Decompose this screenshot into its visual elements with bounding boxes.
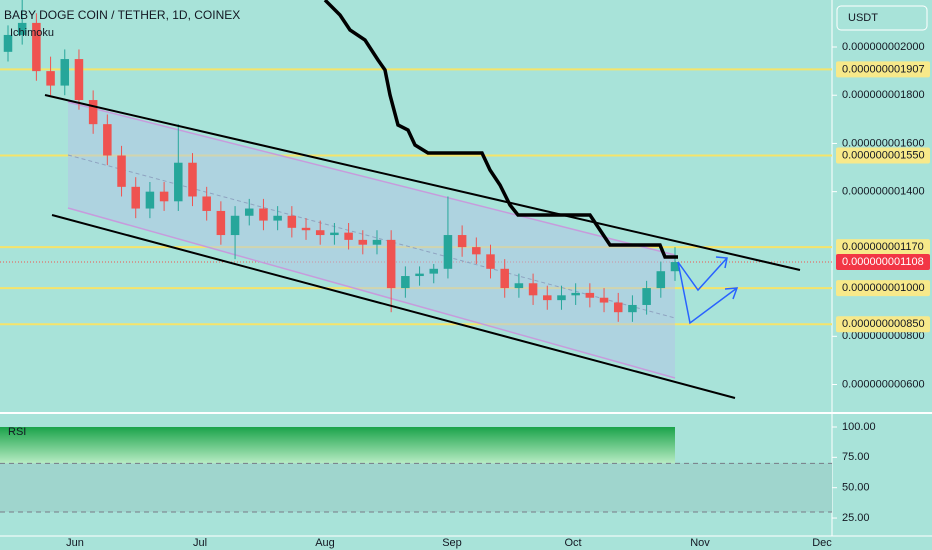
currency-button[interactable] [836, 5, 928, 31]
last-price-tag [836, 254, 930, 271]
projection-arrow [677, 261, 738, 325]
channel-fill [68, 102, 675, 378]
candle-body [670, 262, 680, 272]
candle-body [46, 71, 55, 86]
candle-body [216, 210, 226, 236]
candle-body [117, 155, 126, 187]
x-tick-label: Nov [690, 537, 710, 549]
candle-body [259, 208, 268, 221]
arrow-head [715, 256, 728, 269]
x-tick-label: Dec [812, 537, 832, 549]
y-tick-label: 0.000000001600 [842, 137, 925, 149]
candle-body [472, 247, 481, 255]
candle-body [457, 235, 467, 248]
candle-body [344, 232, 353, 240]
candle-body [159, 191, 169, 202]
x-tick-label: Oct [564, 537, 581, 549]
candle-body [244, 208, 254, 216]
candle-body [174, 162, 183, 202]
candle-body [571, 292, 580, 296]
candle-body [543, 295, 552, 301]
candle-body [429, 268, 439, 274]
channel-bottom [67, 207, 676, 379]
y-tick-label: 0.000000001800 [842, 89, 925, 101]
arrow-head [724, 287, 739, 300]
y-tick-label: 0.000000000600 [842, 378, 925, 390]
candle-body [656, 271, 666, 289]
y-tick-label: 0.000000001400 [842, 186, 925, 198]
ichimoku-line [323, 0, 678, 259]
candle-body [330, 232, 339, 236]
candle-body [514, 283, 524, 289]
x-tick-label: Jul [193, 537, 207, 549]
y-tick-label: 0.000000000800 [842, 330, 925, 342]
candle-body [486, 254, 495, 269]
candle-body [315, 230, 325, 236]
level-label: 0.000000001000 [842, 282, 925, 294]
candle-body [3, 34, 13, 52]
rsi-y-tick-label: 75.00 [842, 451, 870, 463]
candle-body [32, 22, 41, 72]
candle-body [202, 196, 211, 211]
candle-body [443, 235, 453, 269]
candle-body [131, 186, 140, 209]
indicator-label: Ichimoku [10, 27, 54, 39]
rsi-y-tick-label: 25.00 [842, 512, 870, 524]
rsi-title: RSI [8, 426, 26, 438]
candle-body [557, 295, 566, 301]
candle-body [103, 124, 112, 156]
y-tick-label: 0.000000002000 [842, 41, 925, 53]
level-tag [836, 316, 930, 333]
candle-body [528, 283, 538, 296]
candle-body [230, 215, 240, 236]
candle-body [358, 239, 368, 245]
candle-body [642, 288, 651, 305]
candle-body [599, 297, 609, 303]
level-tag [836, 239, 930, 256]
candle-body [301, 227, 311, 231]
candle-body [74, 59, 84, 101]
candle-body [287, 215, 297, 228]
projection-arrow [677, 257, 728, 292]
candle-body [17, 22, 27, 35]
level-label: 0.000000001550 [842, 149, 925, 161]
level-label: 0.000000001907 [842, 63, 925, 75]
level-tag [836, 280, 930, 297]
candle-body [88, 100, 98, 125]
candle-body [145, 191, 155, 209]
level-label: 0.000000000850 [842, 318, 925, 330]
chart-title: BABY DOGE COIN / TETHER, 1D, COINEX [4, 8, 240, 22]
x-tick-label: Aug [315, 537, 335, 549]
rsi-y-tick-label: 50.00 [842, 482, 870, 494]
x-tick-label: Jun [66, 537, 84, 549]
rsi-band-fill [0, 463, 832, 512]
candle-body [613, 302, 623, 313]
last-price-label: 0.000000001108 [842, 256, 924, 268]
candle-body [372, 239, 382, 245]
price-axis [832, 0, 932, 550]
candle-body [273, 215, 282, 221]
candle-body [386, 239, 396, 289]
candle-body [401, 276, 410, 289]
x-tick-label: Sep [442, 537, 462, 549]
candle-body [188, 162, 197, 197]
candle-body [415, 273, 424, 277]
candle-body [60, 59, 70, 86]
candle-body [628, 304, 637, 313]
candle-body [500, 268, 509, 289]
level-tag [836, 147, 930, 164]
level-tag [836, 61, 930, 78]
trend-line-top [44, 94, 801, 271]
rsi-overbought-fill [0, 426, 675, 464]
currency-label: USDT [848, 12, 878, 24]
trend-line-bottom [51, 214, 736, 399]
channel-top [67, 101, 676, 256]
rsi-y-tick-label: 100.00 [842, 421, 876, 433]
candle-body [585, 292, 595, 298]
level-label: 0.000000001170 [842, 241, 924, 253]
